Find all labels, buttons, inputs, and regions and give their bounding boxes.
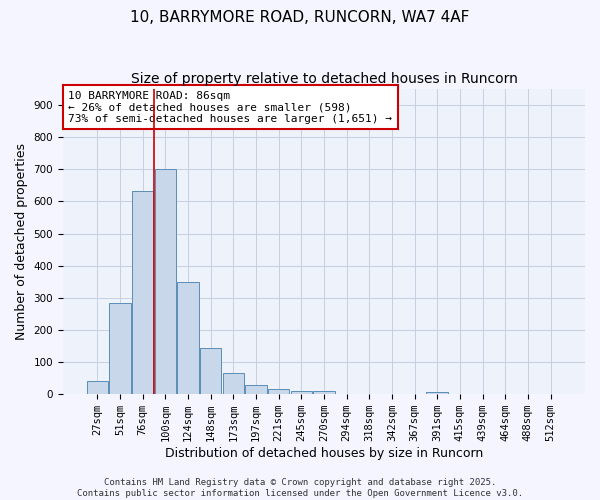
- Bar: [200, 348, 221, 394]
- Bar: [177, 282, 199, 394]
- Title: Size of property relative to detached houses in Runcorn: Size of property relative to detached ho…: [131, 72, 517, 86]
- Y-axis label: Number of detached properties: Number of detached properties: [15, 143, 28, 340]
- Bar: [290, 390, 312, 394]
- Bar: [132, 191, 154, 394]
- Bar: [109, 302, 131, 394]
- Bar: [155, 170, 176, 394]
- Bar: [313, 390, 335, 394]
- Bar: [86, 382, 108, 394]
- Text: 10, BARRYMORE ROAD, RUNCORN, WA7 4AF: 10, BARRYMORE ROAD, RUNCORN, WA7 4AF: [130, 10, 470, 25]
- Text: Contains HM Land Registry data © Crown copyright and database right 2025.
Contai: Contains HM Land Registry data © Crown c…: [77, 478, 523, 498]
- Bar: [427, 392, 448, 394]
- Bar: [268, 390, 289, 394]
- Bar: [245, 385, 267, 394]
- X-axis label: Distribution of detached houses by size in Runcorn: Distribution of detached houses by size …: [165, 447, 483, 460]
- Text: 10 BARRYMORE ROAD: 86sqm
← 26% of detached houses are smaller (598)
73% of semi-: 10 BARRYMORE ROAD: 86sqm ← 26% of detach…: [68, 90, 392, 124]
- Bar: [223, 374, 244, 394]
